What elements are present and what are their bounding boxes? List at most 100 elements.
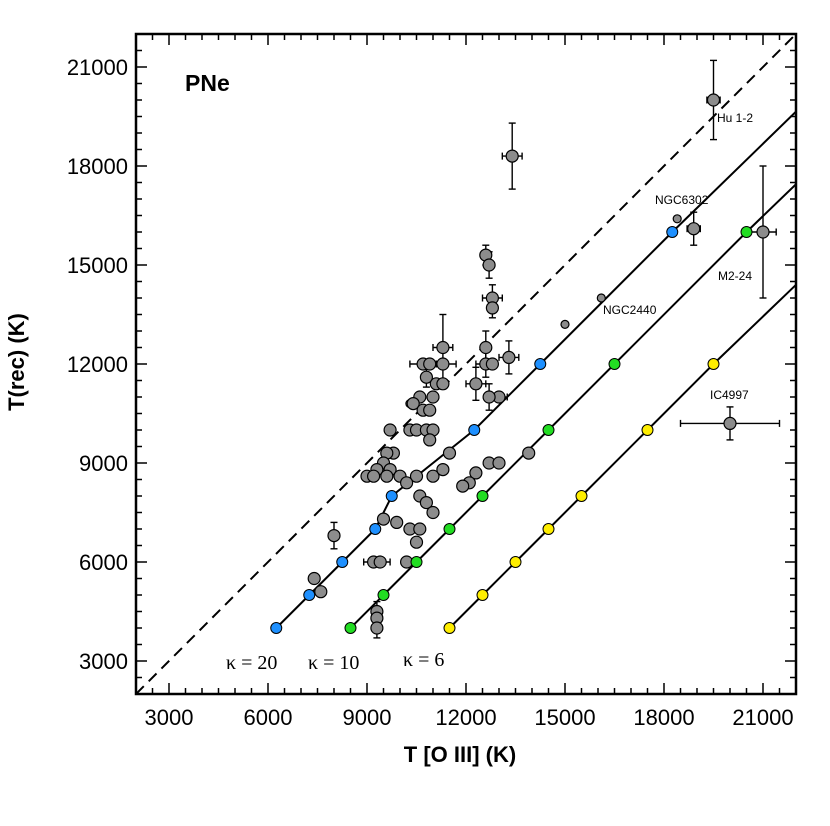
kappa-0-marker bbox=[385, 490, 398, 502]
pne-point bbox=[423, 433, 437, 447]
kappa-6-label: κ = 6 bbox=[403, 649, 444, 671]
label-ngc2440: NGC2440 bbox=[603, 303, 657, 317]
pne-point bbox=[390, 515, 404, 530]
pne-point bbox=[469, 466, 483, 480]
pne-point bbox=[756, 225, 770, 239]
pne-point bbox=[426, 469, 440, 483]
kappa-1-marker bbox=[476, 490, 489, 502]
pne-point bbox=[479, 340, 493, 355]
kappa-1-marker bbox=[443, 523, 456, 535]
y-tick-label: 12000 bbox=[67, 352, 128, 377]
x-tick-label: 12000 bbox=[435, 705, 496, 730]
kappa-1-marker bbox=[410, 556, 423, 568]
pne-point bbox=[307, 571, 321, 586]
kappa-0-marker bbox=[534, 358, 547, 370]
pne-point bbox=[376, 512, 391, 526]
pne-point bbox=[560, 319, 570, 329]
pne-point bbox=[436, 463, 450, 477]
x-tick-label: 3000 bbox=[145, 705, 194, 730]
y-tick-label: 21000 bbox=[67, 55, 128, 80]
kappa-line-0 bbox=[275, 110, 796, 629]
kappa-2-marker bbox=[509, 556, 522, 568]
pne-point bbox=[687, 222, 701, 236]
kappa-1-marker bbox=[377, 589, 390, 601]
x-axis-title: T [O III] (K) bbox=[404, 742, 516, 767]
pne-point bbox=[492, 456, 506, 470]
kappa-2-marker bbox=[476, 589, 489, 601]
pne-point bbox=[436, 377, 450, 391]
kappa-1-marker bbox=[542, 424, 555, 436]
y-tick-label: 3000 bbox=[79, 649, 128, 674]
pne-point bbox=[442, 446, 457, 460]
pne-point bbox=[400, 476, 414, 490]
label-m2-24: M2-24 bbox=[718, 269, 752, 283]
kappa-20-label: κ = 20 bbox=[226, 652, 277, 674]
panel-label: PNe bbox=[185, 70, 230, 96]
pne-point bbox=[419, 496, 433, 510]
kappa-2-marker bbox=[641, 424, 654, 436]
pne-point bbox=[482, 390, 496, 404]
pne-point bbox=[409, 469, 424, 483]
kappa-1-marker bbox=[740, 226, 753, 238]
model-lines bbox=[136, 34, 796, 694]
pne-point bbox=[469, 377, 483, 391]
pne-point bbox=[522, 446, 536, 460]
kappa-1-marker bbox=[344, 622, 357, 634]
pne-point bbox=[596, 293, 606, 303]
pne-point bbox=[314, 585, 328, 599]
kappa-0-marker bbox=[468, 424, 481, 436]
x-tick-label: 18000 bbox=[633, 705, 694, 730]
pne-point bbox=[723, 416, 737, 430]
x-tick-label: 15000 bbox=[534, 705, 595, 730]
pne-point bbox=[370, 621, 384, 635]
axes-layer: 3000 6000 9000 12000 15000 18000 21000 3000 6000… bbox=[67, 34, 796, 730]
x-tick-label: 21000 bbox=[732, 705, 793, 730]
label-ngc6302: NGC6302 bbox=[655, 193, 709, 207]
kappa-line-2 bbox=[448, 284, 796, 629]
pne-point bbox=[672, 214, 682, 224]
y-tick-label: 15000 bbox=[67, 253, 128, 278]
kappa-2-marker bbox=[443, 622, 456, 634]
kappa-10-label: κ = 10 bbox=[308, 652, 359, 674]
pne-point bbox=[436, 357, 450, 371]
pne-point bbox=[413, 522, 427, 536]
label-hu-1-2: Hu 1-2 bbox=[717, 111, 753, 125]
pne-point bbox=[426, 505, 440, 520]
kappa-2-marker bbox=[575, 490, 588, 502]
pne-point bbox=[406, 397, 420, 411]
kappa-2-marker bbox=[707, 358, 720, 370]
pne-point bbox=[327, 528, 341, 543]
label-ic4997: IC4997 bbox=[710, 388, 749, 402]
y-tick-label: 6000 bbox=[79, 550, 128, 575]
pne-point bbox=[367, 469, 381, 483]
pne-point bbox=[423, 357, 437, 371]
pne-point bbox=[485, 301, 499, 315]
pne-point bbox=[482, 258, 496, 272]
kappa-0-marker bbox=[666, 226, 679, 238]
x-tick-label: 6000 bbox=[244, 705, 293, 730]
kappa-0-marker bbox=[336, 556, 349, 568]
reference-line bbox=[136, 34, 796, 694]
kappa-2-marker bbox=[542, 523, 555, 535]
pne-point bbox=[505, 149, 519, 163]
pne-point bbox=[426, 390, 440, 404]
pne-point bbox=[373, 555, 387, 569]
kappa-1-marker bbox=[608, 358, 621, 370]
kappa-0-marker bbox=[303, 589, 316, 601]
pne-point bbox=[456, 479, 470, 493]
pne-point bbox=[706, 93, 721, 107]
y-tick-label: 18000 bbox=[67, 154, 128, 179]
x-tick-label: 9000 bbox=[343, 705, 392, 730]
kappa-0-marker bbox=[270, 622, 283, 634]
plot-frame bbox=[134, 32, 798, 696]
data-points bbox=[270, 59, 781, 639]
pne-point bbox=[485, 357, 499, 371]
y-tick-label: 9000 bbox=[79, 451, 128, 476]
pne-point bbox=[502, 350, 516, 364]
kappa-0-marker bbox=[369, 523, 382, 535]
y-axis-title: T(rec) (K) bbox=[4, 313, 29, 411]
pne-point bbox=[380, 469, 394, 483]
pne-point bbox=[436, 340, 450, 355]
pne-point bbox=[419, 370, 433, 384]
